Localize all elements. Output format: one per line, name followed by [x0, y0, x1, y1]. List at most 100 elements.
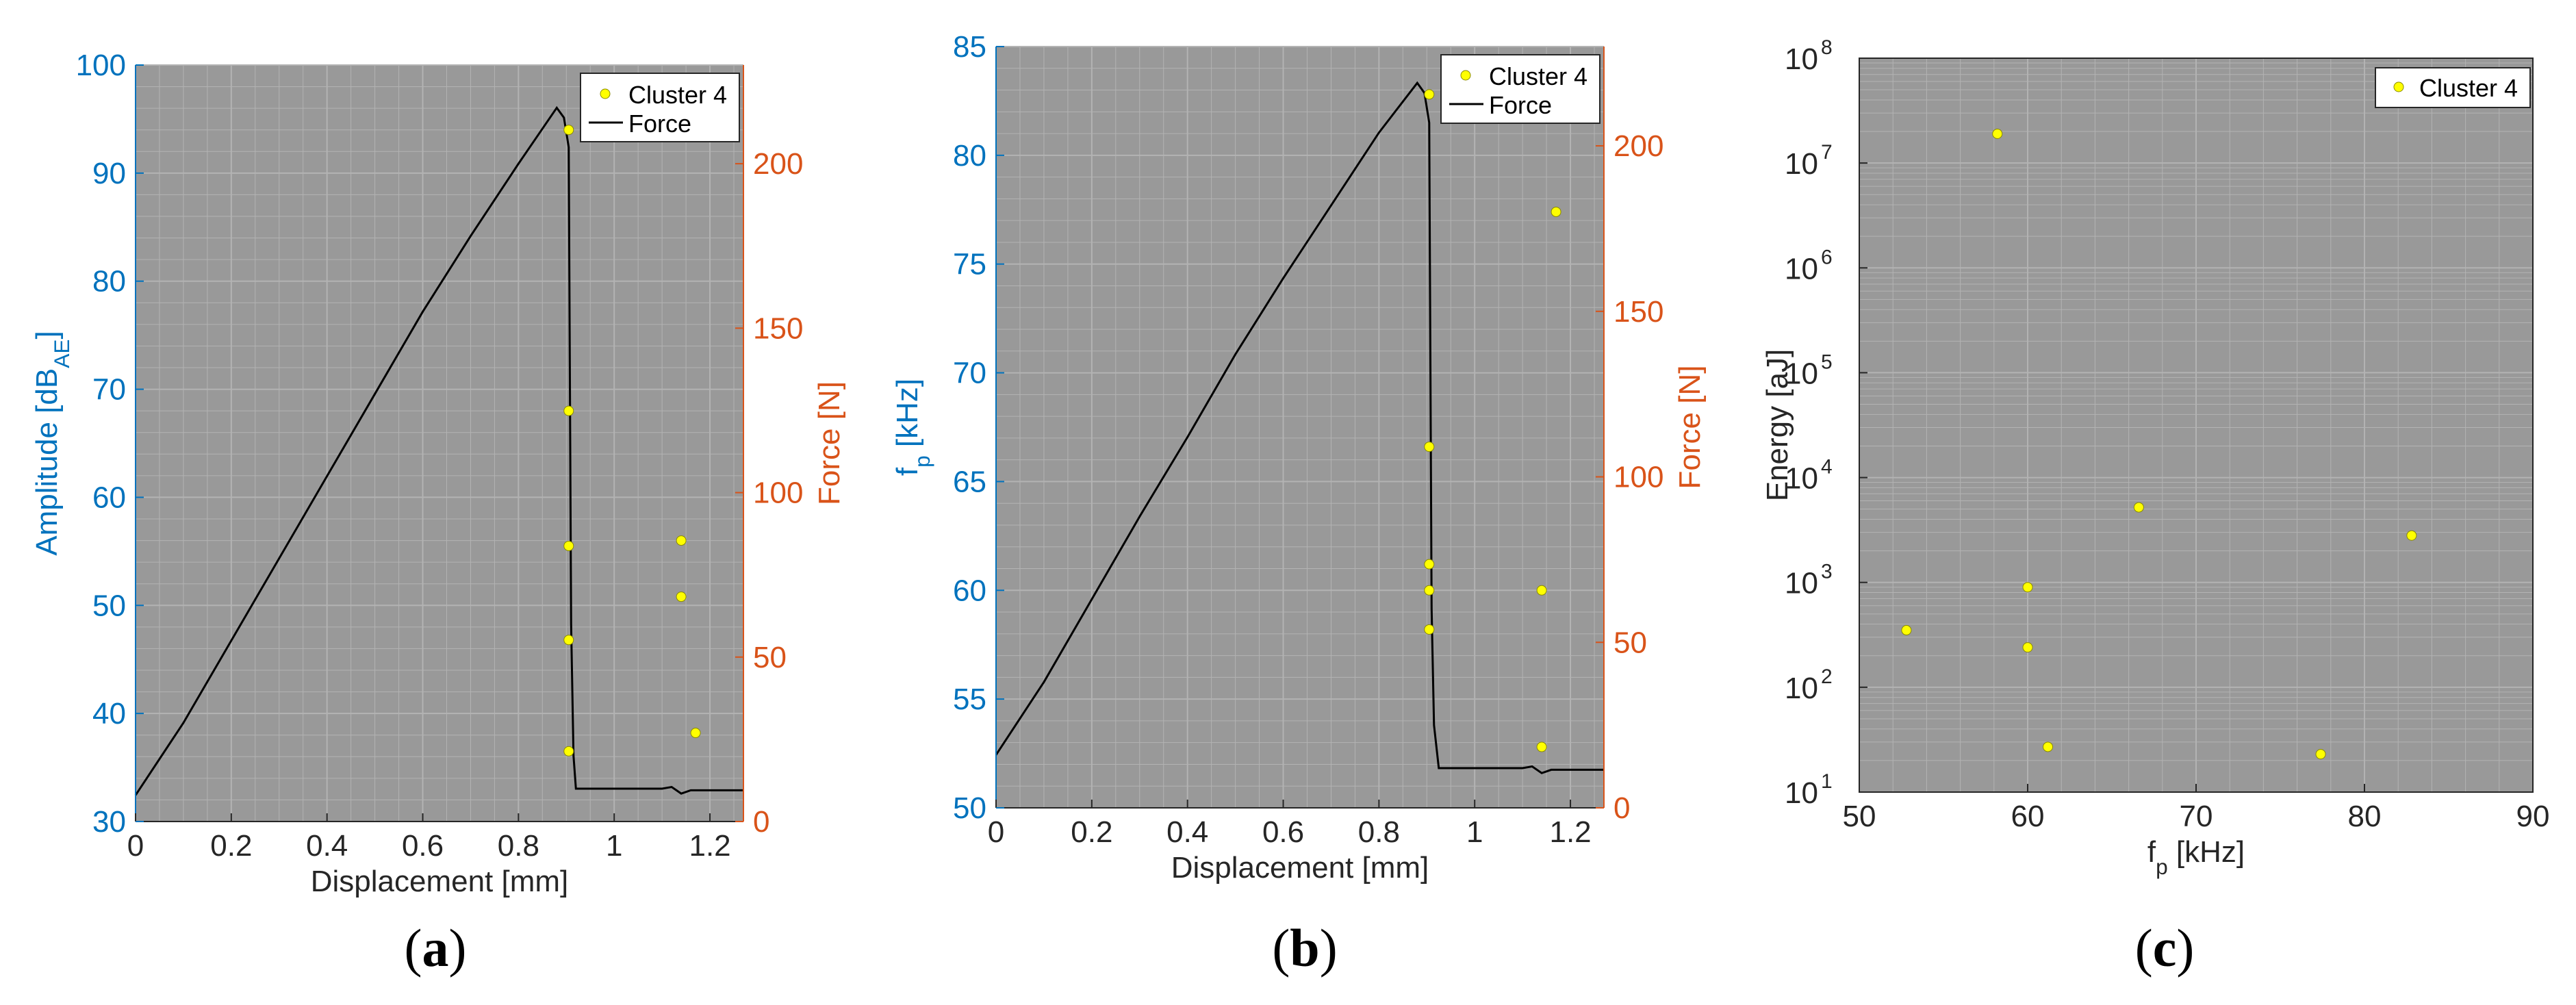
y-tick-label: 70	[92, 373, 126, 407]
x-tick-label: 0.4	[306, 829, 348, 863]
cluster-4-point	[563, 125, 574, 136]
cluster-4-point	[1536, 741, 1547, 752]
cluster-4-point	[563, 405, 574, 416]
y-tick-label: 70	[953, 357, 986, 390]
y2-tick-label: 150	[753, 311, 803, 345]
label-subscript: AE	[49, 340, 74, 368]
x-tick-label: 0.8	[498, 829, 539, 863]
cluster-4-point	[1551, 206, 1561, 217]
x-tick-label: 0.2	[1071, 815, 1112, 849]
x-tick-label: 80	[2348, 800, 2382, 833]
y2-axis-title: Force [N]	[813, 381, 846, 505]
y2-tick-label: 50	[753, 641, 787, 674]
cluster-4-point	[1992, 128, 2003, 139]
label-part: [kHz]	[891, 379, 924, 455]
cluster-4-point	[2133, 502, 2144, 513]
legend-marker-cluster	[1460, 70, 1471, 81]
y-tick-label: 10	[1785, 42, 1818, 76]
cluster-4-point	[563, 540, 574, 551]
legend-label-cluster: Cluster 4	[2419, 74, 2518, 102]
cluster-4-point	[2406, 530, 2417, 541]
y2-axis-title: Force [N]	[1673, 366, 1707, 489]
y-tick-label: 65	[953, 465, 986, 498]
y-tick-label: 50	[92, 589, 126, 622]
cluster-4-point	[1536, 585, 1547, 596]
x-tick-label: 0.6	[402, 829, 444, 863]
y-tick-exponent: 3	[1821, 561, 1833, 583]
y-tick-label: 10	[1785, 567, 1818, 600]
x-tick-label: 0	[988, 815, 1004, 849]
y-tick-label: 60	[92, 481, 126, 514]
y2-tick-label: 0	[1614, 791, 1630, 825]
y-tick-label: 10	[1785, 357, 1818, 390]
x-tick-label: 1	[1466, 815, 1483, 849]
cluster-4-point	[1424, 559, 1435, 570]
label-part: f	[2147, 835, 2156, 869]
x-tick-label: 0.6	[1262, 815, 1304, 849]
y-tick-label: 60	[953, 574, 986, 607]
y-tick-label: 80	[953, 139, 986, 173]
y2-tick-label: 200	[753, 147, 803, 181]
cluster-4-point	[676, 591, 687, 602]
x-tick-label: 50	[1843, 800, 1876, 833]
label-part: ]	[30, 331, 64, 339]
cluster-4-point	[2022, 642, 2033, 653]
y-tick-label: 10	[1785, 776, 1818, 810]
x-tick-label: 70	[2180, 800, 2213, 833]
y-tick-label: 10	[1785, 462, 1818, 496]
cluster-4-point	[563, 746, 574, 756]
y-tick-label: 10	[1785, 252, 1818, 285]
cluster-4-point	[2043, 741, 2054, 752]
cluster-4-point	[1901, 625, 1912, 636]
caption-c: (c)	[2134, 918, 2195, 978]
x-tick-label: 90	[2516, 800, 2550, 833]
cluster-4-point	[1424, 585, 1435, 596]
y2-tick-label: 50	[1614, 626, 1647, 659]
y2-tick-label: 100	[1614, 461, 1663, 494]
legend-marker-cluster	[2393, 81, 2404, 92]
y-tick-exponent: 1	[1821, 770, 1833, 793]
x-axis-title: Displacement [mm]	[311, 865, 569, 898]
y-tick-exponent: 7	[1821, 141, 1833, 164]
y-tick-exponent: 6	[1821, 246, 1833, 268]
y-tick-label: 90	[92, 157, 126, 190]
cluster-4-point	[1424, 89, 1435, 100]
y-tick-label: 10	[1785, 147, 1818, 181]
x-tick-label: 1.2	[689, 829, 730, 863]
y2-tick-label: 200	[1614, 129, 1663, 163]
legend-box	[1440, 54, 1601, 124]
y-tick-exponent: 8	[1821, 36, 1833, 59]
cluster-4-point	[2022, 582, 2033, 593]
y-tick-exponent: 2	[1821, 665, 1833, 688]
cluster-4-point	[563, 635, 574, 646]
label-subscript: p	[2156, 854, 2168, 879]
caption-a: (a)	[404, 918, 467, 978]
force-line	[995, 81, 1604, 774]
cluster-4-point	[1424, 624, 1435, 635]
y-axis-title: Energy [aJ]	[1761, 349, 1794, 502]
caption-b: (b)	[1272, 918, 1338, 978]
y-tick-label: 100	[76, 49, 126, 82]
x-tick-label: 0.4	[1166, 815, 1208, 849]
x-tick-label: 1	[606, 829, 622, 863]
cluster-4-point	[2315, 749, 2326, 760]
y-axis-title: fp [kHz]	[891, 379, 934, 476]
x-tick-label: 60	[2011, 800, 2045, 833]
y2-tick-label: 100	[753, 476, 803, 510]
y-tick-label: 50	[953, 791, 986, 825]
y-tick-label: 40	[92, 697, 126, 730]
x-tick-label: 1.2	[1549, 815, 1591, 849]
legend-marker-cluster	[600, 88, 611, 99]
x-tick-label: 0	[127, 829, 144, 863]
label-part: f	[891, 467, 924, 476]
y-tick-label: 85	[953, 30, 986, 64]
legend-label-force: Force	[628, 110, 691, 138]
cluster-4-point	[1424, 442, 1435, 453]
plot-area	[996, 47, 1604, 808]
x-axis-title: Displacement [mm]	[1171, 851, 1429, 885]
x-tick-label: 0.2	[210, 829, 252, 863]
y2-tick-label: 0	[753, 805, 769, 839]
y-tick-label: 75	[953, 248, 986, 281]
